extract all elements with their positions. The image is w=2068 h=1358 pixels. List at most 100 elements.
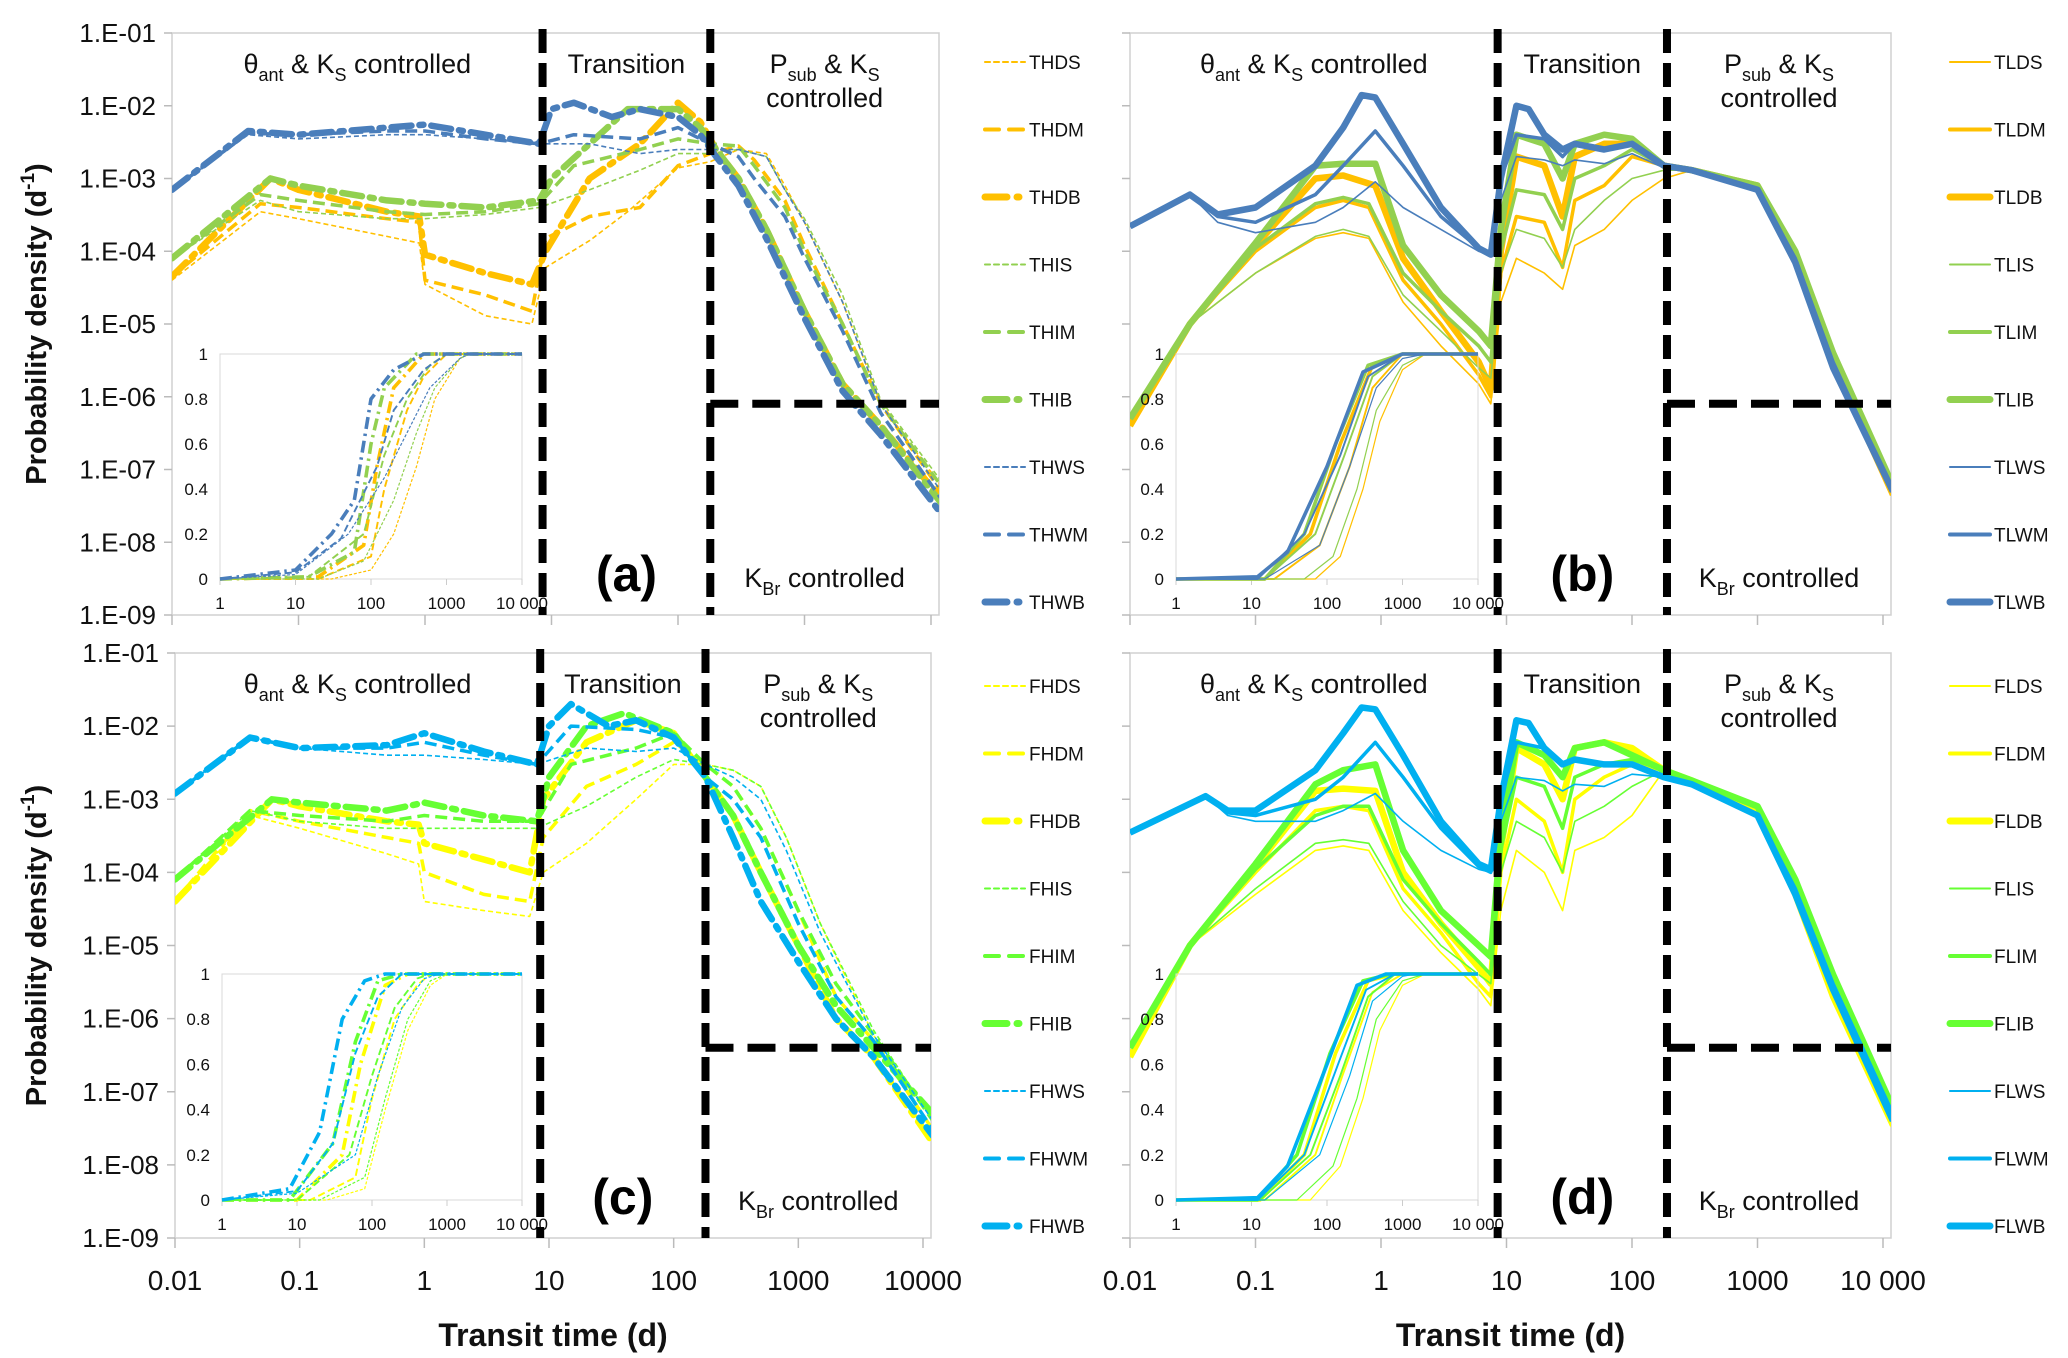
legend-item: FLDM — [1948, 745, 2046, 766]
inset-x-tick-label: 100 — [1313, 594, 1341, 613]
inset-x-tick-label: 10 000 — [1452, 594, 1504, 613]
y-tick-label: 1.E-08 — [82, 1150, 159, 1180]
legend-item: THDB — [981, 188, 1081, 209]
inset-y-tick-label: 0 — [1155, 1191, 1164, 1210]
inset-y-tick-label: 0.6 — [1140, 1055, 1164, 1074]
inset-cdf: 0 0.2 0.4 0.6 0.8 1 1 10 100 1000 10 000 — [184, 345, 548, 613]
inset-line-thdb — [219, 352, 522, 581]
inset-y-tick-label: 0.2 — [186, 1146, 210, 1165]
inset-y-tick-label: 0.2 — [184, 525, 208, 544]
legend-label: FLIB — [1994, 1015, 2034, 1036]
legend-item: TLDB — [1946, 188, 2043, 209]
series-line-thwb — [172, 99, 939, 516]
inset-y-tick-label: 0 — [1155, 570, 1164, 589]
series-group — [175, 700, 931, 1146]
series-line-this — [172, 148, 939, 480]
legend-label: FLDM — [1994, 745, 2046, 766]
inset-line-tlis — [1176, 353, 1478, 580]
inset-x-tick-label: 10 000 — [496, 594, 548, 613]
legend-item: FHDM — [983, 745, 1084, 766]
legend-label: TLDB — [1994, 188, 2043, 209]
y-tick-label: 1.E-03 — [79, 164, 156, 194]
x-tick-label: 0.01 — [1103, 1265, 1158, 1296]
legend-item: TLIS — [1948, 256, 2034, 277]
inset-x-tick-label: 1000 — [1384, 1215, 1422, 1234]
inset-line-thwb — [219, 352, 522, 581]
legend-item: FHWS — [983, 1082, 1085, 1103]
legend-label: THIM — [1029, 323, 1075, 344]
legend-item: FLDS — [1948, 677, 2043, 698]
region-label-left: θant & KS controlled — [244, 669, 472, 705]
inset-y-tick-label: 0.2 — [1140, 1146, 1164, 1165]
legend-label: FHIS — [1029, 880, 1072, 901]
inset-x-tick-label: 1 — [1171, 594, 1180, 613]
series-line-thws — [172, 133, 939, 490]
legend-label: FLWB — [1994, 1217, 2045, 1238]
legend-item: FLWM — [1948, 1150, 2049, 1171]
inset-y-tick-label: 0.8 — [184, 390, 208, 409]
inset-line-this — [220, 353, 522, 580]
panel-d: 0.01 0.1 1 10 100 1000 10 000 0 0.2 0.4 0.6 0.8 1 1 10… — [1103, 649, 2049, 1353]
inset-x-tick-label: 10 — [286, 594, 305, 613]
inset-x-tick-label: 10 000 — [1452, 1215, 1504, 1234]
legend: FLDS FLDM FLDB FLIS FLIM FLIB FLWS FLWM FLWB — [1946, 677, 2049, 1238]
x-tick-label: 0.01 — [148, 1265, 203, 1296]
inset-line-fhwb — [221, 972, 522, 1202]
legend-item: TLWS — [1948, 458, 2045, 479]
region-label-left: θant & KS controlled — [243, 49, 471, 85]
legend-label: THDM — [1029, 121, 1084, 142]
series-line-tlwb — [1130, 91, 1891, 493]
x-tick-label: 100 — [650, 1265, 697, 1296]
legend-item: FHDB — [981, 812, 1081, 833]
legend-item: FLIS — [1948, 880, 2034, 901]
x-tick-label: 1000 — [767, 1265, 829, 1296]
y-tick-label: 1.E-06 — [82, 1004, 159, 1034]
legend-label: THWS — [1029, 458, 1085, 479]
legend: FHDS FHDM FHDB FHIS FHIM FHIB FHWS FHWM FHWB — [981, 677, 1088, 1238]
inset-line-tlwb — [1175, 352, 1478, 581]
y-tick-label: 1.E-01 — [82, 638, 159, 668]
inset-line-flwb — [1175, 972, 1478, 1202]
y-tick-label: 1.E-07 — [79, 455, 156, 485]
series-line-fhib — [175, 709, 931, 1117]
region-label-right-top: Psub & KS — [1724, 669, 1834, 705]
inset-cdf: 0 0.2 0.4 0.6 0.8 1 1 10 100 1000 10 000 — [1140, 345, 1504, 613]
series-line-fhds — [175, 763, 931, 1129]
inset-line-fhwm — [221, 973, 522, 1201]
legend-item: FLWS — [1948, 1082, 2045, 1103]
x-tick-label: 100 — [1609, 1265, 1656, 1296]
inset-x-tick-label: 1 — [215, 594, 224, 613]
legend-item: TLIB — [1946, 391, 2034, 412]
x-tick-label: 1000 — [1726, 1265, 1788, 1296]
legend-label: TLIS — [1994, 256, 2034, 277]
region-label-right-top-line2: controlled — [766, 83, 883, 113]
legend-label: FLDS — [1994, 677, 2043, 698]
inset-y-tick-label: 1 — [199, 345, 208, 364]
y-tick-label: 1.E-08 — [79, 527, 156, 557]
x-tick-label: 0.1 — [280, 1265, 319, 1296]
y-tick-label: 1.E-09 — [82, 1223, 159, 1253]
y-tick-label: 1.E-07 — [82, 1077, 159, 1107]
inset-y-tick-label: 0.4 — [184, 480, 208, 499]
x-tick-label: 10 — [533, 1265, 564, 1296]
legend: TLDS TLDM TLDB TLIS TLIM TLIB TLWS TLWM TLWB — [1946, 53, 2049, 614]
region-label-transition: Transition — [1524, 49, 1642, 79]
inset-line-fhis — [222, 973, 522, 1201]
inset-line-fhws — [221, 973, 522, 1201]
y-tick-label: 1.E-09 — [79, 600, 156, 630]
panel-b: 0 0.2 0.4 0.6 0.8 1 1 10 100 1000 10 000 θant & KS … — [1122, 29, 2049, 625]
y-tick-label: 1.E-06 — [79, 382, 156, 412]
region-label-right-bottom: KBr controlled — [744, 563, 905, 599]
x-tick-label: 1 — [1373, 1265, 1389, 1296]
y-tick-label: 1.E-01 — [79, 18, 156, 48]
region-label-right-top-line2: controlled — [1720, 703, 1837, 733]
series-line-fhws — [175, 736, 931, 1120]
inset-x-tick-label: 1 — [217, 1215, 226, 1234]
inset-line-thws — [219, 353, 522, 580]
inset-line-fhib — [222, 972, 522, 1202]
y-tick-label: 1.E-05 — [82, 931, 159, 961]
region-label-right-top-line2: controlled — [1720, 83, 1837, 113]
series-line-thim — [172, 137, 939, 486]
series-line-fhim — [175, 731, 931, 1122]
